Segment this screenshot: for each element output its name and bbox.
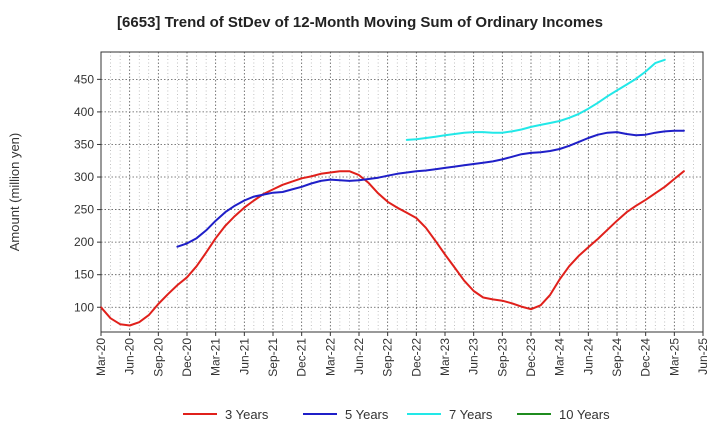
x-tick-label: Sep-22 — [381, 338, 395, 377]
x-tick-label: Mar-21 — [209, 338, 223, 376]
y-tick-label: 350 — [74, 137, 94, 151]
legend-label-5-years: 5 Years — [345, 407, 389, 422]
plot-area — [100, 51, 704, 333]
x-tick-label: Dec-23 — [524, 338, 538, 377]
x-tick-label: Dec-21 — [295, 338, 309, 377]
x-tick-label: Jun-22 — [352, 338, 366, 375]
legend: 3 Years 5 Years 7 Years 10 Years — [183, 407, 610, 422]
x-tick-label: Jun-23 — [467, 338, 481, 375]
y-axis-ticks: 100 150 200 250 300 350 400 450 — [74, 72, 101, 314]
x-tick-label: Mar-22 — [323, 338, 337, 376]
x-tick-label: Dec-20 — [180, 338, 194, 377]
x-tick-label: Mar-20 — [94, 338, 108, 376]
x-tick-label: Sep-23 — [495, 338, 509, 377]
series-line-3-years — [100, 170, 685, 327]
x-tick-label: Mar-24 — [553, 338, 567, 376]
y-tick-label: 200 — [74, 235, 94, 249]
legend-label-3-years: 3 Years — [225, 407, 269, 422]
y-tick-label: 100 — [74, 300, 94, 314]
x-tick-label: Dec-24 — [639, 338, 653, 377]
y-tick-label: 300 — [74, 170, 94, 184]
x-axis-ticks: Mar-20 Jun-20 Sep-20 Dec-20 Mar-21 Jun-21 Sep-… — [94, 332, 710, 377]
series-line-7-years — [405, 58, 666, 141]
y-axis-title: Amount (million yen) — [7, 133, 22, 252]
y-tick-label: 400 — [74, 105, 94, 119]
x-tick-label: Jun-24 — [581, 338, 595, 375]
legend-label-10-years: 10 Years — [559, 407, 610, 422]
x-tick-label: Jun-21 — [237, 338, 251, 375]
chart-title: [6653] Trend of StDev of 12-Month Moving… — [117, 14, 603, 31]
y-tick-label: 250 — [74, 203, 94, 217]
legend-label-7-years: 7 Years — [449, 407, 493, 422]
x-tick-label: Jun-20 — [123, 338, 137, 375]
x-tick-label: Mar-25 — [667, 338, 681, 376]
series-lines — [100, 58, 685, 327]
x-tick-label: Sep-20 — [151, 338, 165, 377]
x-tick-label: Mar-23 — [438, 338, 452, 376]
x-tick-label: Sep-24 — [610, 338, 624, 377]
x-tick-label: Dec-22 — [409, 338, 423, 377]
y-tick-label: 450 — [74, 72, 94, 86]
series-line-5-years — [176, 129, 685, 248]
y-tick-label: 150 — [74, 268, 94, 282]
x-tick-label: Sep-21 — [266, 338, 280, 377]
x-tick-label: Jun-25 — [696, 338, 710, 375]
grid-lines — [100, 52, 704, 332]
